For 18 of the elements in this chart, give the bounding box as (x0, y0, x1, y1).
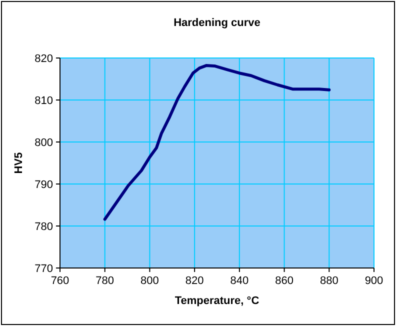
x-tick-label: 820 (185, 275, 204, 287)
x-tick-label: 800 (140, 275, 159, 287)
x-tick-label: 780 (96, 275, 114, 287)
x-tick-label: 880 (320, 275, 338, 287)
y-tick-label: 800 (34, 137, 53, 149)
x-axis-title: Temperature, °C (174, 295, 260, 307)
y-tick-label: 780 (34, 221, 53, 233)
x-tick-label: 900 (364, 275, 384, 287)
y-tick-label: 810 (34, 95, 53, 107)
x-tick-label: 840 (230, 275, 249, 287)
y-tick-label: 770 (34, 263, 53, 275)
line-series (103, 64, 331, 221)
y-axis-title: HV5 (13, 152, 25, 174)
chart-title: Hardening curve (174, 17, 260, 29)
x-tick-label: 860 (275, 275, 294, 287)
y-tick-label: 790 (34, 179, 53, 191)
x-tick-label: 760 (50, 275, 70, 287)
y-tick-label: 820 (34, 53, 53, 65)
